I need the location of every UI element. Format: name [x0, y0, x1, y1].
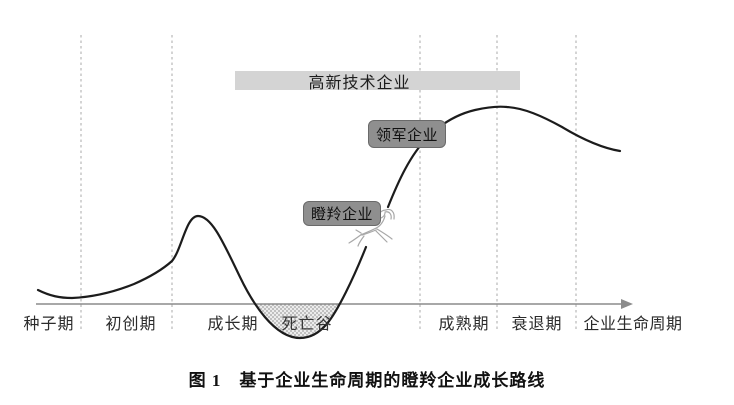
stage-label-maturity: 成熟期	[438, 316, 490, 333]
gazelle-front-leg-1	[376, 228, 393, 240]
x-axis-title: 企业生命周期	[583, 316, 683, 333]
high-tech-enterprise-label: 高新技术企业	[308, 74, 411, 92]
stage-label-growth: 成长期	[207, 316, 259, 333]
gazelle-hind-leg-2	[357, 235, 365, 247]
gazelle-horn-inner	[384, 211, 392, 220]
gazelle-enterprise-tag: 瞪羚企业	[303, 201, 381, 226]
growth-curve-right	[386, 105, 622, 209]
gazelle-hind-leg-1	[348, 233, 363, 244]
leaping-gazelle-icon	[348, 208, 395, 247]
death-valley-label: 死亡谷	[281, 316, 333, 333]
growth-curve-left	[36, 214, 368, 340]
figure-caption: 图 1 基于企业生命周期的瞪羚企业成长路线	[188, 371, 546, 390]
gazelle-front-leg-2	[375, 230, 388, 243]
stage-label-seed: 种子期	[23, 316, 75, 333]
gazelle-belly	[361, 229, 377, 236]
lifecycle-plot	[36, 35, 633, 340]
x-axis-arrowhead	[621, 299, 633, 309]
gazelle-tail	[355, 229, 362, 234]
death-valley-fill	[255, 304, 340, 338]
stage-label-startup: 初创期	[105, 316, 157, 333]
stage-label-decline: 衰退期	[511, 316, 563, 333]
leading-enterprise-tag: 领军企业	[368, 120, 446, 148]
high-tech-enterprise-band: 高新技术企业	[235, 71, 520, 92]
gazelle-back	[360, 215, 386, 236]
gazelle-horn-outer	[385, 208, 395, 220]
